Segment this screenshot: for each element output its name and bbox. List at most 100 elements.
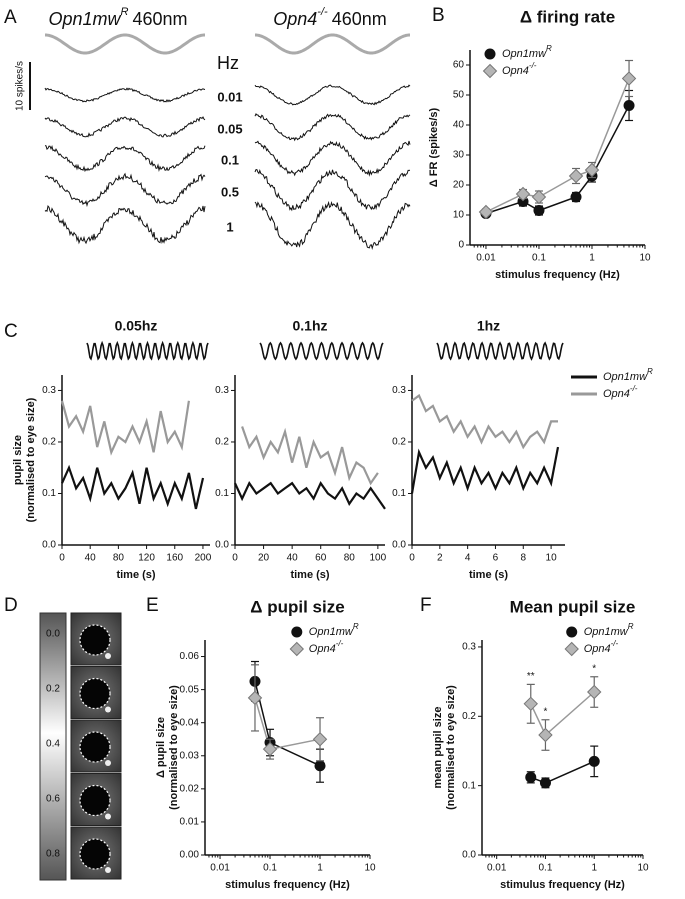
panel-label: C <box>4 321 18 342</box>
marker <box>538 727 553 743</box>
chart-title: 0.05hz <box>115 318 158 334</box>
trace-header: Opn1mwR 460nm <box>48 6 187 29</box>
y-axis-label: (normalised to eye size) <box>25 397 37 522</box>
response-trace <box>44 116 206 138</box>
marker <box>312 732 328 747</box>
series-line <box>241 426 379 486</box>
series-line <box>530 691 595 737</box>
x-tick-label: 0.01 <box>476 253 496 264</box>
panel-label: D <box>4 595 18 616</box>
y-tick-label: 0.2 <box>392 437 406 448</box>
y-tick-label: 0.0 <box>42 540 56 551</box>
genotype-name: Opn1mw <box>48 9 121 29</box>
legend-label: Opn4-/- <box>584 639 619 655</box>
y-tick-label: 0.0 <box>392 540 406 551</box>
legend-label: Opn4-/- <box>603 384 638 400</box>
x-axis-label: stimulus frequency (Hz) <box>225 879 350 891</box>
legend-sup: -/- <box>336 639 344 648</box>
pupil <box>79 677 111 710</box>
y-axis-label: Δ FR (spikes/s) <box>428 107 440 187</box>
legend-name: Opn4 <box>584 643 611 655</box>
y-axis-label: mean pupil size <box>432 707 444 789</box>
marker <box>484 48 496 60</box>
series-line <box>60 400 190 456</box>
legend-sup: -/- <box>611 639 619 648</box>
y-tick-label: 0.3 <box>462 642 476 653</box>
y-tick-label: 0.04 <box>180 717 200 728</box>
panel-label: E <box>146 595 159 616</box>
y-tick-label: 0.3 <box>215 385 229 396</box>
marker <box>262 741 278 757</box>
y-axis-label: (normalised to eye size) <box>168 685 180 810</box>
x-tick-label: 40 <box>85 553 97 564</box>
x-tick-label: 0 <box>59 553 65 564</box>
series-line <box>234 480 386 510</box>
response-trace <box>254 200 411 251</box>
y-tick-label: 0.1 <box>392 488 406 499</box>
x-tick-label: 0.1 <box>263 863 277 874</box>
x-tick-label: 4 <box>465 553 471 564</box>
pupil <box>79 624 111 656</box>
series-line <box>530 760 595 784</box>
reflection <box>105 653 111 659</box>
x-tick-label: 0.01 <box>487 863 507 874</box>
significance: ** <box>527 671 535 682</box>
legend-name: Opn1mw <box>309 626 354 638</box>
marker <box>566 626 578 638</box>
marker <box>568 168 584 184</box>
panel-label: A <box>4 7 17 28</box>
stimulus-wave <box>259 341 384 361</box>
y-tick-label: 40 <box>453 120 465 131</box>
scale-bar-label: 10 spikes/s <box>15 61 26 111</box>
genotype-sup: -/- <box>317 6 328 18</box>
stimulus-wave <box>436 341 564 361</box>
legend-name: Opn4 <box>603 388 630 400</box>
response-trace <box>254 140 411 177</box>
marker <box>588 755 600 767</box>
series-line <box>410 446 560 494</box>
x-axis-label: time (s) <box>116 569 155 581</box>
trace-header: Opn4-/- 460nm <box>273 6 386 29</box>
y-tick-label: 60 <box>453 60 465 71</box>
y-tick-label: 0.03 <box>180 750 200 761</box>
y-tick-label: 30 <box>453 150 465 161</box>
x-axis-label: stimulus frequency (Hz) <box>500 879 625 891</box>
response-trace <box>254 112 411 142</box>
panel-label: B <box>432 5 445 26</box>
x-tick-label: 80 <box>344 553 356 564</box>
brightness-label: 0.4 <box>46 739 60 750</box>
wavelength: 460nm <box>332 9 387 29</box>
panel-label: F <box>420 595 432 616</box>
x-tick-label: 6 <box>493 553 499 564</box>
x-tick-label: 2 <box>437 553 443 564</box>
x-tick-label: 100 <box>370 553 387 564</box>
x-tick-label: 10 <box>637 863 649 874</box>
response-trace <box>44 172 206 208</box>
legend-name: Opn1mw <box>584 626 629 638</box>
x-tick-label: 40 <box>287 553 299 564</box>
response-trace <box>44 87 206 103</box>
reflection <box>105 813 111 820</box>
y-tick-label: 0.0 <box>462 850 476 861</box>
reflection <box>105 867 111 873</box>
wavelength: 460nm <box>132 9 187 29</box>
y-tick-label: 0.1 <box>462 780 476 791</box>
x-tick-label: 0 <box>232 553 238 564</box>
freq-label: 0.05 <box>217 121 242 136</box>
chart-title: 0.1hz <box>292 318 327 334</box>
stimulus-wave <box>255 33 410 55</box>
pupil <box>79 731 111 763</box>
y-tick-label: 0.05 <box>180 684 200 695</box>
y-tick-label: 0.01 <box>180 817 200 828</box>
legend-label: Opn1mwR <box>309 622 359 638</box>
y-tick-label: 0.3 <box>392 385 406 396</box>
y-tick-label: 50 <box>453 90 465 101</box>
chart-title: Mean pupil size <box>510 597 636 616</box>
marker <box>621 71 637 86</box>
series-line <box>411 393 558 450</box>
y-tick-label: 0.02 <box>180 783 200 794</box>
y-tick-label: 0.2 <box>42 437 56 448</box>
freq-header: Hz <box>217 53 239 73</box>
marker <box>533 205 545 216</box>
